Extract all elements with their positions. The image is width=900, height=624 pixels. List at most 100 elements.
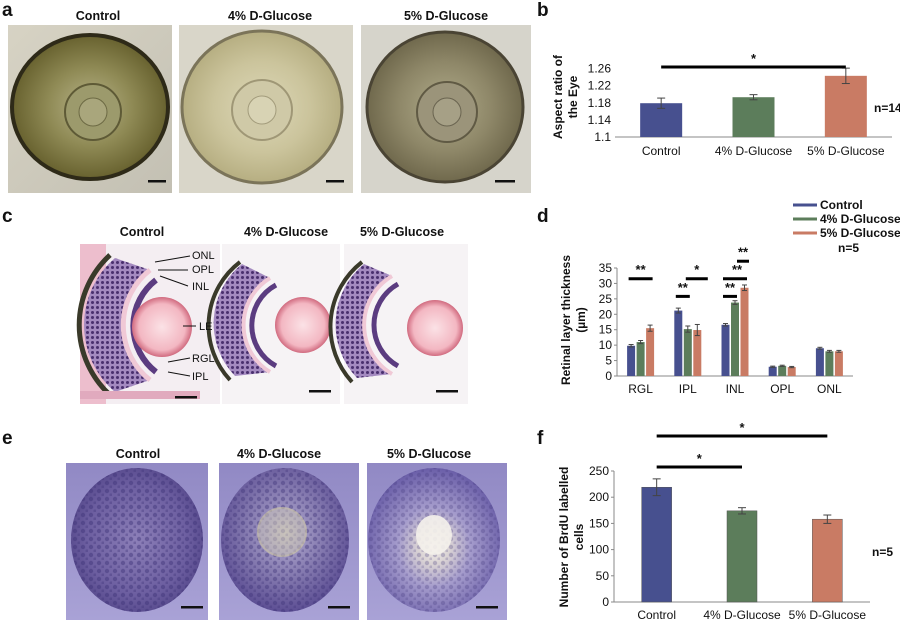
y-tick-label: 1.18 xyxy=(588,96,612,110)
chart-b: 1.1 1.14 1.18 1.22 1.26 Control 4% D-Glucose 5%… xyxy=(551,51,900,158)
bar xyxy=(726,510,758,603)
x-tick-label: IPL xyxy=(679,382,697,396)
panel-a-image-4pct xyxy=(179,25,353,193)
panel-c-letter: c xyxy=(2,206,13,227)
panel-c-section-5pct xyxy=(328,244,468,404)
y-tick-label: 100 xyxy=(589,543,609,557)
x-tick-label: RGL xyxy=(628,382,653,396)
bar xyxy=(824,75,867,137)
label-le: LE xyxy=(199,321,212,333)
bar xyxy=(646,328,655,376)
x-tick-label: Control xyxy=(642,144,681,158)
panel-f-letter: f xyxy=(537,428,544,449)
scale-bar xyxy=(495,180,515,183)
panel-e-letter: e xyxy=(2,428,13,449)
label-onl: ONL xyxy=(192,250,215,262)
bar xyxy=(778,365,787,376)
panel-a-image-control xyxy=(8,25,172,193)
x-tick-label: ONL xyxy=(817,382,842,396)
x-tick-label: 5% D-Glucose xyxy=(807,144,885,158)
legend-label: 5% D-Glucose xyxy=(820,226,900,240)
bar xyxy=(693,330,702,376)
scale-bar xyxy=(476,606,498,609)
panel-a-letter: a xyxy=(2,0,13,21)
label-rgl: RGL xyxy=(192,353,215,365)
scale-bar xyxy=(181,606,203,609)
significance-label: ** xyxy=(678,280,689,295)
bar xyxy=(834,351,843,376)
panel-c-title-4pct: 4% D-Glucose xyxy=(244,225,328,239)
x-tick-label: Control xyxy=(637,608,676,622)
panel-c-title-control: Control xyxy=(120,225,164,239)
legend-label: 4% D-Glucose xyxy=(820,212,900,226)
bar xyxy=(825,351,834,376)
x-tick-label: INL xyxy=(726,382,745,396)
panel-a: Control 4% D-Glucose 5% D-Glucose xyxy=(8,9,531,193)
significance-label: ** xyxy=(725,280,736,295)
bar xyxy=(787,367,796,376)
panel-e: Control 4% D-Glucose 5% D-Glucose xyxy=(66,447,507,620)
scale-bar xyxy=(175,396,197,399)
label-inl: INL xyxy=(192,281,209,293)
scale-bar xyxy=(328,606,350,609)
significance-label: ** xyxy=(636,262,647,277)
x-tick-label: 5% D-Glucose xyxy=(789,608,867,622)
panel-e-title-4pct: 4% D-Glucose xyxy=(237,447,321,461)
label-ipl: IPL xyxy=(192,371,209,383)
significance-label: * xyxy=(739,420,745,435)
y-tick-label: 15 xyxy=(599,323,613,337)
n-label: n=14 xyxy=(874,101,900,115)
scale-bar xyxy=(148,180,166,183)
panel-a-image-5pct xyxy=(361,25,531,193)
significance-label: * xyxy=(751,51,757,66)
x-tick-label: 4% D-Glucose xyxy=(715,144,793,158)
y-axis-label: Retinal layer thickness(µm) xyxy=(559,255,588,385)
panel-a-title-control: Control xyxy=(76,9,120,23)
bar xyxy=(731,302,739,376)
panel-e-image-5pct xyxy=(367,463,507,620)
bar xyxy=(641,486,672,603)
panel-d-letter: d xyxy=(537,206,549,227)
bar xyxy=(721,324,730,376)
y-tick-label: 1.1 xyxy=(594,130,611,144)
y-tick-label: 0 xyxy=(605,369,612,383)
panel-e-title-5pct: 5% D-Glucose xyxy=(387,447,471,461)
n-label: n=5 xyxy=(838,241,859,255)
panel-e-image-control xyxy=(66,463,208,620)
bar xyxy=(674,310,683,376)
panel-e-title-control: Control xyxy=(116,447,160,461)
y-tick-label: 50 xyxy=(596,569,610,583)
y-tick-label: 25 xyxy=(599,292,613,306)
y-tick-label: 250 xyxy=(589,464,609,478)
panel-c: Control 4% D-Glucose 5% D-Glucose xyxy=(76,225,468,404)
y-tick-label: 200 xyxy=(589,490,609,504)
y-axis-label: Number of BrdU labelledcells xyxy=(557,467,586,608)
y-tick-label: 30 xyxy=(599,276,613,290)
bar xyxy=(636,342,645,376)
panel-a-title-4pct: 4% D-Glucose xyxy=(228,9,312,23)
panel-b-letter: b xyxy=(537,0,549,21)
scale-bar xyxy=(326,180,344,183)
bar xyxy=(683,329,692,376)
y-tick-label: 1.14 xyxy=(588,113,612,127)
n-label: n=5 xyxy=(872,545,893,559)
bar xyxy=(768,366,777,376)
bar xyxy=(812,518,843,603)
panel-e-image-4pct xyxy=(219,463,359,620)
layer-annotations: ONL OPL INL LE RGL IPL xyxy=(154,250,215,383)
chart-f: 0 50 100 150 200 250 Control 4% D-Glucose 5% D-G… xyxy=(557,420,893,622)
panel-c-title-5pct: 5% D-Glucose xyxy=(360,225,444,239)
significance-label: ** xyxy=(738,245,749,260)
bar xyxy=(815,348,824,376)
label-opl: OPL xyxy=(192,264,214,276)
y-tick-label: 20 xyxy=(599,307,613,321)
significance-label: * xyxy=(697,451,703,466)
y-tick-label: 0 xyxy=(602,595,609,609)
x-tick-label: 4% D-Glucose xyxy=(703,608,781,622)
scale-bar xyxy=(436,390,458,393)
y-axis-label: Aspect ratio ofthe Eye xyxy=(551,54,580,139)
y-tick-label: 1.26 xyxy=(588,62,612,76)
panel-c-section-4pct xyxy=(206,244,340,404)
